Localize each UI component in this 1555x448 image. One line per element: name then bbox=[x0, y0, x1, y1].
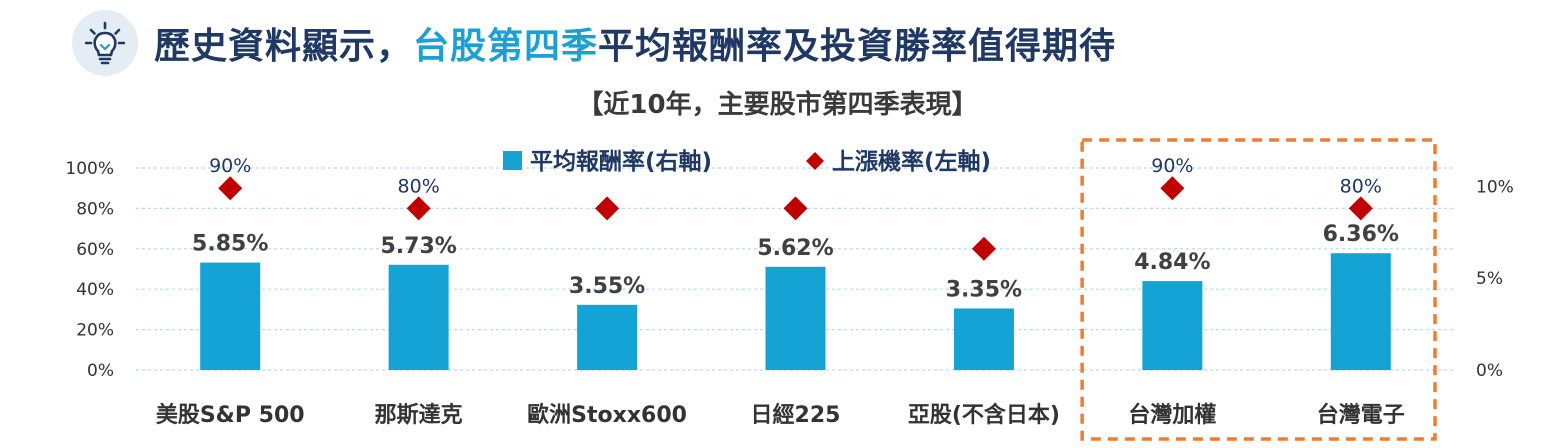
category-label: 美股S&P 500 bbox=[156, 402, 305, 428]
bar bbox=[1142, 281, 1203, 370]
left-tick-label: 60% bbox=[76, 240, 114, 260]
bar-value-label: 3.55% bbox=[569, 274, 645, 299]
bar-value-label: 3.35% bbox=[946, 277, 1022, 302]
probability-label: 90% bbox=[209, 155, 251, 177]
left-tick-label: 100% bbox=[65, 159, 114, 179]
highlight-box bbox=[1080, 138, 1437, 441]
page-title: 歷史資料顯示，台股第四季平均報酬率及投資勝率值得期待 bbox=[154, 17, 1116, 69]
bar-value-label: 6.36% bbox=[1323, 222, 1399, 247]
bar-value-label: 5.85% bbox=[192, 232, 268, 257]
probability-marker bbox=[406, 196, 431, 221]
probability-label: 90% bbox=[1151, 155, 1193, 177]
category-label: 歐洲Stoxx600 bbox=[527, 402, 687, 428]
right-tick-label: 0% bbox=[1476, 361, 1503, 381]
header: 歷史資料顯示，台股第四季平均報酬率及投資勝率值得期待 bbox=[72, 10, 1116, 76]
lightbulb-icon bbox=[72, 10, 138, 76]
title-highlight: 台股第四季 bbox=[413, 26, 599, 67]
bar-value-label: 5.62% bbox=[757, 236, 833, 261]
left-tick-label: 40% bbox=[76, 280, 114, 300]
probability-marker bbox=[1160, 176, 1185, 201]
bar bbox=[1330, 253, 1391, 370]
legend-swatch-bar bbox=[503, 151, 522, 170]
legend-label-bar: 平均報酬率(右軸) bbox=[530, 148, 712, 175]
probability-marker bbox=[971, 236, 996, 261]
left-tick-label: 20% bbox=[76, 321, 114, 341]
probability-label: 80% bbox=[398, 175, 440, 197]
bar-value-label: 4.84% bbox=[1134, 250, 1210, 275]
category-label: 亞股(不含日本) bbox=[908, 402, 1060, 428]
bar bbox=[200, 262, 261, 370]
left-tick-label: 0% bbox=[87, 361, 114, 381]
bar bbox=[577, 304, 638, 370]
probability-marker bbox=[595, 196, 620, 221]
probability-label: 80% bbox=[1340, 175, 1382, 197]
category-label: 台灣加權 bbox=[1128, 402, 1216, 428]
title-part2: 平均報酬率及投資勝率值得期待 bbox=[598, 26, 1117, 67]
bar-value-label: 5.73% bbox=[380, 234, 456, 259]
legend-label-diamond: 上漲機率(左軸) bbox=[832, 148, 991, 175]
bar bbox=[953, 308, 1014, 370]
chart-title: 【近10年，主要股市第四季表現】 bbox=[577, 90, 978, 120]
category-label: 那斯達克 bbox=[375, 402, 463, 428]
probability-marker bbox=[218, 176, 243, 201]
legend-swatch-diamond bbox=[806, 152, 824, 170]
title-part1: 歷史資料顯示， bbox=[154, 26, 414, 67]
probability-marker bbox=[1348, 196, 1373, 221]
right-tick-label: 5% bbox=[1476, 269, 1503, 289]
bar bbox=[388, 264, 449, 370]
left-tick-label: 80% bbox=[76, 199, 114, 219]
probability-marker bbox=[783, 196, 808, 221]
right-tick-label: 10% bbox=[1476, 177, 1514, 197]
bar bbox=[765, 266, 826, 370]
category-label: 日經225 bbox=[751, 402, 841, 428]
category-label: 台灣電子 bbox=[1317, 402, 1405, 428]
